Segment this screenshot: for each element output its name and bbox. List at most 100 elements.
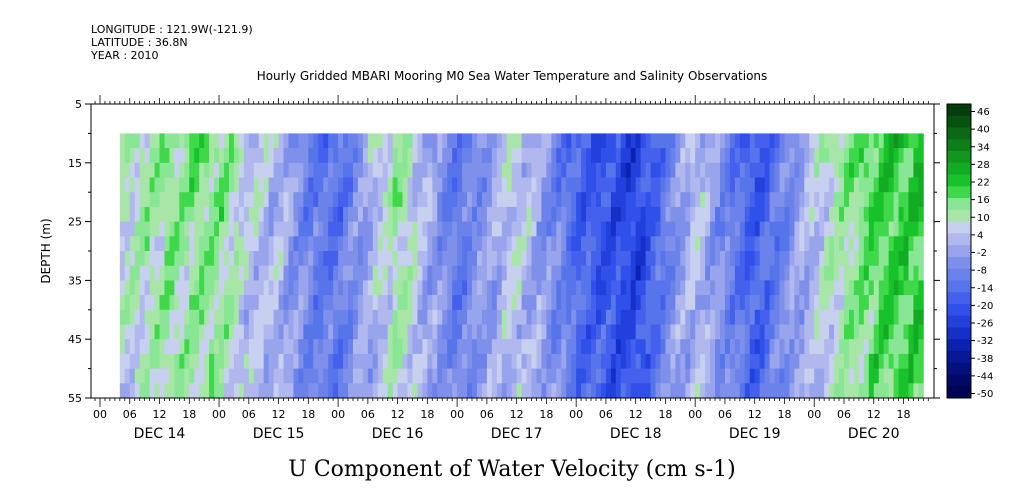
heatmap-cell xyxy=(283,339,289,355)
heatmap-cell xyxy=(744,133,751,149)
heatmap-cell xyxy=(134,368,141,384)
heatmap-cell xyxy=(883,339,890,355)
heatmap-cell xyxy=(496,133,503,149)
heatmap-cell xyxy=(670,177,676,193)
heatmap-cell xyxy=(605,192,612,208)
heatmap-cell xyxy=(486,353,493,369)
heatmap-cell xyxy=(134,251,141,267)
heatmap-cell xyxy=(764,265,770,281)
heatmap-cell xyxy=(387,206,394,222)
heatmap-cell xyxy=(784,162,790,178)
heatmap-cell xyxy=(194,280,200,296)
heatmap-cell xyxy=(685,324,691,340)
heatmap-cell xyxy=(233,148,240,164)
heatmap-cell xyxy=(268,383,274,399)
heatmap-cell xyxy=(293,236,299,252)
heatmap-cell xyxy=(248,280,255,296)
heatmap-cell xyxy=(323,221,329,237)
heatmap-cell xyxy=(422,148,428,164)
heatmap-cell xyxy=(853,221,860,237)
heatmap-cell xyxy=(333,162,339,178)
heatmap-cell xyxy=(511,265,518,281)
heatmap-cell xyxy=(516,133,522,149)
heatmap-cell xyxy=(749,177,756,193)
heatmap-cell xyxy=(734,280,741,296)
heatmap-cell xyxy=(174,162,180,178)
heatmap-cell xyxy=(407,148,413,164)
heatmap-cell xyxy=(729,133,736,149)
heatmap-cell xyxy=(333,251,339,267)
x-hour-label: 00 xyxy=(93,408,107,421)
heatmap-cell xyxy=(541,206,547,222)
heatmap-cell xyxy=(878,265,885,281)
heatmap-cell xyxy=(328,192,334,208)
heatmap-cell xyxy=(189,339,195,355)
heatmap-cell xyxy=(462,162,468,178)
heatmap-cell xyxy=(174,265,180,281)
latitude-label: LATITUDE : 36.8N xyxy=(91,36,188,49)
heatmap-cell xyxy=(690,206,696,222)
heatmap-cell xyxy=(283,221,289,237)
heatmap-cell xyxy=(129,148,136,164)
heatmap-cell xyxy=(427,133,433,149)
heatmap-cell xyxy=(596,162,602,178)
heatmap-cell xyxy=(536,280,542,296)
heatmap-cell xyxy=(298,206,304,222)
heatmap-cell xyxy=(214,251,220,267)
heatmap-cell xyxy=(179,339,185,355)
heatmap-cell xyxy=(551,280,557,296)
heatmap-cell xyxy=(134,192,141,208)
heatmap-cell xyxy=(898,324,904,340)
heatmap-cell xyxy=(834,324,840,340)
heatmap-cell xyxy=(526,368,532,384)
heatmap-cell xyxy=(744,324,751,340)
heatmap-cell xyxy=(873,368,880,384)
heatmap-cell xyxy=(655,148,661,164)
heatmap-cell xyxy=(402,280,408,296)
heatmap-cell xyxy=(506,236,513,252)
heatmap-cell xyxy=(496,148,503,164)
heatmap-cell xyxy=(754,309,761,325)
heatmap-cell xyxy=(238,368,245,384)
heatmap-cell xyxy=(665,368,671,384)
heatmap-cell xyxy=(863,133,870,149)
heatmap-cell xyxy=(556,251,562,267)
heatmap-cell xyxy=(318,383,324,399)
heatmap-cell xyxy=(224,221,230,237)
heatmap-cell xyxy=(367,221,374,237)
heatmap-cell xyxy=(635,148,642,164)
heatmap-cell xyxy=(615,339,622,355)
heatmap-cell xyxy=(511,280,518,296)
heatmap-cell xyxy=(630,148,637,164)
heatmap-cell xyxy=(695,192,701,208)
heatmap-cell xyxy=(566,162,572,178)
heatmap-cell xyxy=(660,339,666,355)
x-hour-label: 18 xyxy=(420,408,434,421)
heatmap-cell xyxy=(427,280,433,296)
heatmap-cell xyxy=(620,280,627,296)
heatmap-cell xyxy=(402,383,408,399)
heatmap-cell xyxy=(670,236,676,252)
heatmap-cell xyxy=(219,177,225,193)
heatmap-cell xyxy=(710,206,716,222)
heatmap-cell xyxy=(660,206,666,222)
heatmap-cell xyxy=(457,353,463,369)
heatmap-cell xyxy=(144,383,150,399)
heatmap-cell xyxy=(863,295,870,311)
heatmap-cell xyxy=(536,236,542,252)
heatmap-cell xyxy=(184,177,190,193)
heatmap-cell xyxy=(908,280,914,296)
heatmap-cell xyxy=(715,353,721,369)
heatmap-cell xyxy=(685,206,691,222)
heatmap-cell xyxy=(159,383,165,399)
heatmap-cell xyxy=(655,236,661,252)
heatmap-cell xyxy=(581,265,587,281)
heatmap-cell xyxy=(635,221,642,237)
heatmap-cell xyxy=(883,324,890,340)
heatmap-cell xyxy=(442,383,448,399)
heatmap-cell xyxy=(744,221,751,237)
heatmap-cell xyxy=(566,295,572,311)
heatmap-cell xyxy=(303,265,309,281)
heatmap-cell xyxy=(288,265,294,281)
heatmap-cell xyxy=(640,192,646,208)
